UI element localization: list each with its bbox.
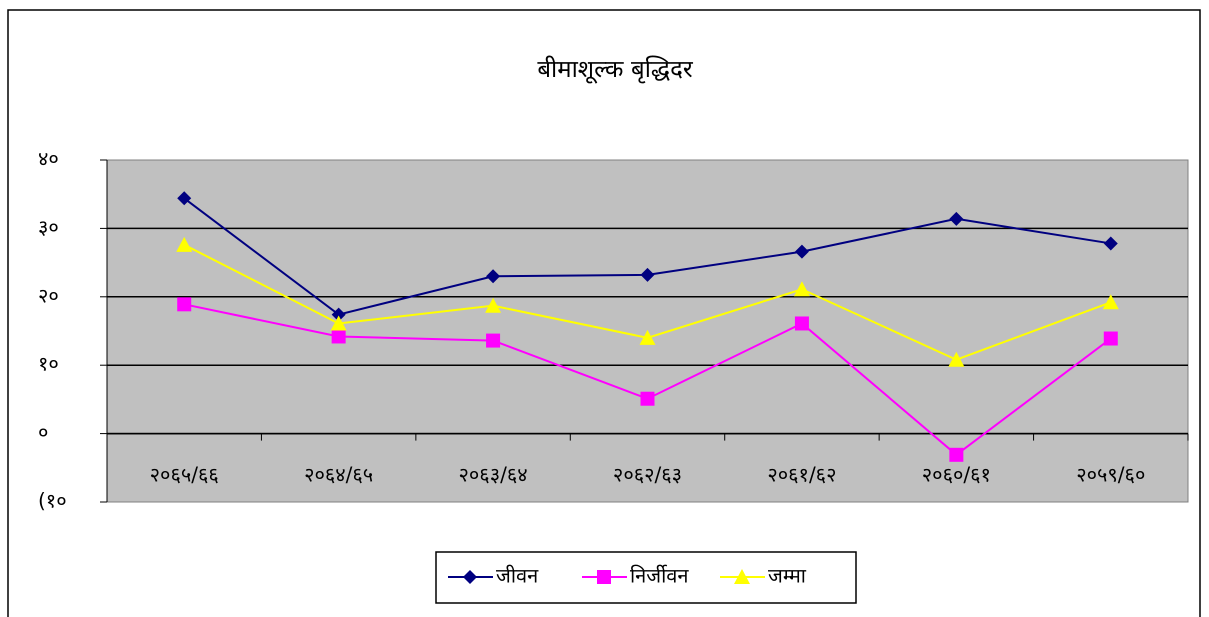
y-tick-label: (१० — [38, 489, 67, 513]
marker — [486, 333, 501, 348]
x-tick-label: २०६०/६१ — [922, 463, 991, 487]
marker — [640, 267, 655, 282]
marker — [597, 570, 611, 584]
y-tick-label: २० — [38, 283, 59, 307]
marker — [794, 316, 809, 331]
chart-title: बीमाशूल्क बृद्धिदर — [537, 55, 694, 84]
marker — [640, 391, 655, 406]
chart-frame — [7, 9, 1201, 617]
marker — [949, 211, 964, 226]
marker — [463, 570, 477, 584]
legend-label: जीवन — [496, 564, 539, 588]
marker — [331, 329, 346, 344]
marker — [949, 447, 964, 462]
legend-label: जम्मा — [768, 564, 807, 588]
x-tick-label: २०६१/६२ — [767, 463, 836, 487]
legend-box — [435, 551, 857, 604]
marker — [485, 297, 502, 313]
marker — [176, 236, 193, 252]
x-tick-label: २०५९/६० — [1076, 463, 1145, 487]
x-tick-label: २०६३/६४ — [459, 463, 528, 487]
marker — [330, 315, 347, 331]
marker — [793, 281, 810, 297]
y-tick-label: ४० — [38, 147, 59, 171]
marker — [331, 307, 346, 322]
marker — [177, 297, 192, 312]
y-tick-label: १० — [38, 352, 59, 376]
x-tick-label: २०६५/६६ — [150, 463, 219, 487]
marker — [948, 351, 965, 367]
marker — [639, 329, 656, 345]
marker — [794, 244, 809, 259]
marker — [486, 269, 501, 284]
x-tick-label: २०६२/६३ — [613, 463, 682, 487]
marker — [1102, 294, 1119, 310]
y-tick-label: ३० — [38, 215, 59, 239]
x-tick-label: २०६४/६५ — [304, 463, 373, 487]
y-tick-label: ० — [38, 420, 48, 444]
marker — [734, 569, 750, 584]
marker — [1103, 236, 1118, 251]
legend-label: निर्जीवन — [630, 564, 689, 588]
marker — [177, 191, 192, 206]
marker — [1103, 331, 1118, 346]
